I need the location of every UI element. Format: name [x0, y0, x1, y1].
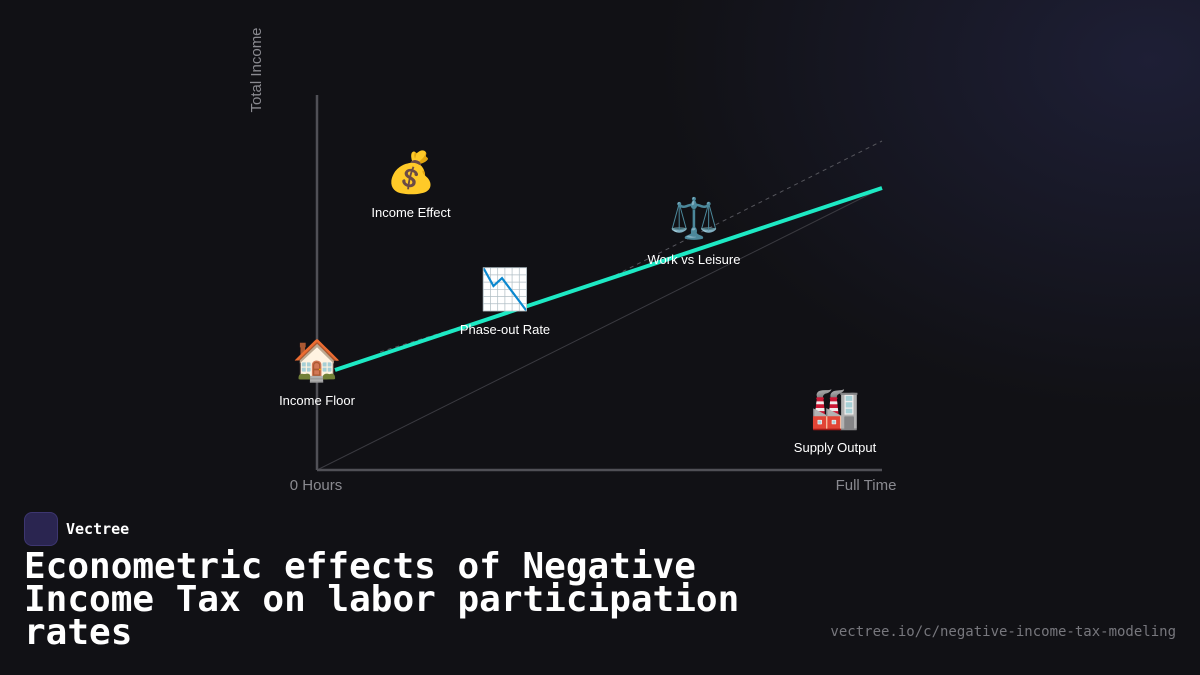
node-icon: 📉 [480, 266, 530, 313]
income-line [334, 186, 883, 372]
dashed-curve [379, 140, 883, 353]
url: vectree.io/c/negative-income-tax-modelin… [830, 624, 1176, 640]
node-icon: 🏠 [292, 338, 342, 384]
node-icon: ⚖️ [669, 195, 719, 242]
brand-name: Vectree [66, 520, 130, 538]
title: Econometric effects of Negative Income T… [24, 546, 740, 653]
node-label: Income Floor [279, 393, 356, 408]
brand: Vectree [24, 512, 129, 546]
node-label: Supply Output [794, 440, 877, 455]
node-label: Income Effect [371, 205, 451, 220]
node-icon: 💰 [386, 149, 436, 196]
baseline-diagonal [316, 187, 883, 471]
x-start-label: 0 Hours [290, 477, 343, 494]
node-label: Phase-out Rate [460, 322, 550, 337]
x-end-label: Full Time [836, 477, 897, 494]
logo [24, 512, 58, 546]
y-axis-label: Total Income [248, 27, 265, 112]
node-icon: 🏭 [810, 386, 860, 432]
node-label: Work vs Leisure [648, 252, 741, 267]
